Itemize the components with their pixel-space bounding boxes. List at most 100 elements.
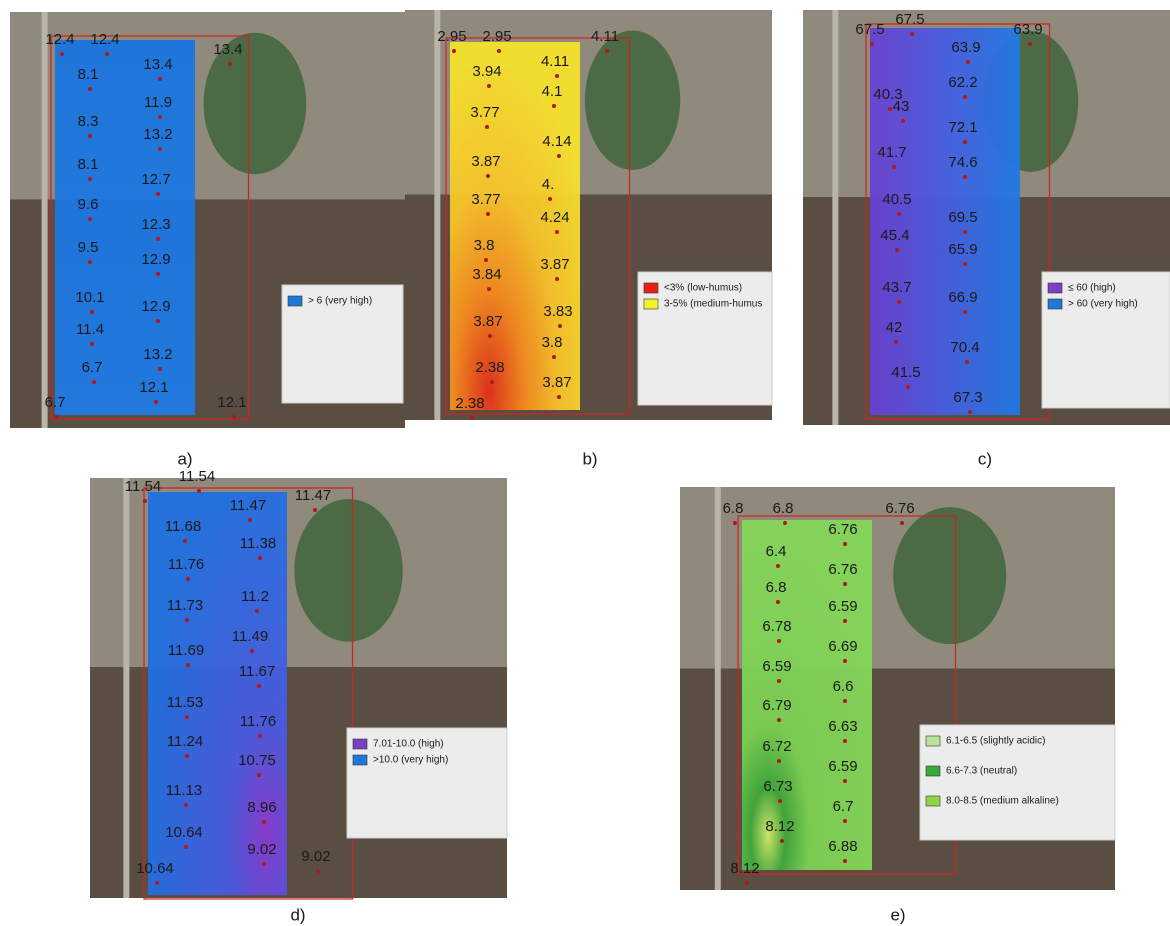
point-label: 13.4: [213, 41, 242, 58]
point-label: 8.1: [78, 66, 99, 83]
point-label: 6.8: [766, 579, 787, 596]
point-label: 11.47: [295, 487, 331, 504]
point-label: 62.2: [948, 74, 977, 91]
point-label: 4.11: [591, 28, 619, 45]
point-label: 4.24: [540, 209, 569, 226]
point-label: 10.64: [165, 824, 203, 841]
point-label: 6.73: [763, 778, 792, 795]
point-label: 42: [886, 319, 903, 336]
sample-point: [490, 380, 494, 384]
point-label: 11.76: [240, 713, 276, 730]
legend-label: 8.0-8.5 (medium alkaline): [946, 796, 1059, 807]
sample-point: [888, 107, 892, 111]
tree-cluster: [893, 507, 1006, 644]
sample-point: [248, 518, 252, 522]
point-label: 43.7: [882, 279, 911, 296]
point-label: 3.87: [471, 153, 500, 170]
legend-label: <3% (low-humus): [664, 283, 742, 294]
point-label: 11.38: [240, 535, 276, 552]
sample-point: [963, 140, 967, 144]
sample-point: [258, 556, 262, 560]
point-label: 8.1: [78, 156, 99, 173]
legend-swatch: [926, 796, 940, 806]
point-label: 10.75: [238, 752, 276, 769]
point-label: 2.38: [455, 395, 484, 412]
legend-swatch: [1048, 299, 1062, 309]
tree-cluster: [294, 499, 402, 642]
sample-point: [843, 699, 847, 703]
point-label: 6.7: [833, 798, 854, 815]
sample-point: [843, 582, 847, 586]
legend-label: 7.01-10.0 (high): [373, 739, 444, 750]
sample-point: [843, 739, 847, 743]
point-label: 11.2: [241, 588, 269, 605]
tree-cluster: [585, 31, 680, 170]
sample-point: [105, 52, 109, 56]
sample-point: [88, 260, 92, 264]
point-label: 11.54: [125, 478, 161, 495]
sample-point: [228, 62, 232, 66]
point-label: 6.59: [828, 758, 857, 775]
sample-point: [776, 600, 780, 604]
legend-swatch: [353, 755, 367, 765]
sample-point: [185, 754, 189, 758]
sample-point: [487, 84, 491, 88]
sample-point: [558, 324, 562, 328]
point-label: 6.7: [82, 359, 103, 376]
sample-point: [555, 230, 559, 234]
point-label: 6.63: [828, 718, 857, 735]
sample-point: [870, 42, 874, 46]
sample-point: [963, 230, 967, 234]
point-label: 2.95: [482, 28, 511, 45]
sample-point: [910, 32, 914, 36]
sample-point: [255, 609, 259, 613]
sample-point: [313, 508, 317, 512]
point-label: 12.4: [45, 31, 74, 48]
sample-point: [88, 177, 92, 181]
point-label: 2.95: [437, 28, 466, 45]
point-label: 11.49: [232, 628, 268, 645]
sample-point: [257, 684, 261, 688]
point-label: 3.94: [472, 63, 501, 80]
point-label: 11.67: [239, 663, 275, 680]
sample-point: [60, 52, 64, 56]
sample-point: [906, 385, 910, 389]
point-label: 8.96: [247, 799, 276, 816]
sample-point: [470, 416, 474, 420]
legend-label: ≤ 60 (high): [1068, 283, 1116, 294]
sample-point: [262, 820, 266, 824]
point-label: 40.5: [882, 191, 911, 208]
point-label: 3.87: [473, 313, 502, 330]
point-label: 11.13: [166, 782, 202, 799]
point-label: 12.9: [141, 298, 170, 315]
sample-point: [316, 869, 320, 873]
sample-point: [968, 410, 972, 414]
sample-point: [843, 619, 847, 623]
legend-swatch: [926, 766, 940, 776]
sample-point: [557, 154, 561, 158]
sample-point: [745, 881, 749, 885]
sample-point: [154, 400, 158, 404]
point-label: 6.69: [828, 638, 857, 655]
sample-point: [900, 521, 904, 525]
point-label: 11.9: [144, 94, 172, 111]
point-label: 3.8: [542, 334, 563, 351]
point-label: 13.4: [143, 56, 172, 73]
point-label: 3.83: [543, 303, 572, 320]
sample-point: [186, 663, 190, 667]
point-label: 67.5: [855, 21, 884, 38]
point-label: 11.4: [76, 321, 104, 338]
sample-point: [486, 212, 490, 216]
legend-label: 6.6-7.3 (neutral): [946, 766, 1017, 777]
sample-point: [552, 104, 556, 108]
sample-point: [555, 277, 559, 281]
map-panel: 2.952.954.113.944.114.13.774.143.874.3.7…: [405, 10, 772, 420]
point-label: 9.6: [78, 196, 99, 213]
sample-point: [552, 355, 556, 359]
sample-point: [897, 212, 901, 216]
panel-caption: e): [890, 905, 905, 924]
point-label: 8.12: [730, 860, 759, 877]
road: [42, 12, 48, 428]
point-label: 3.84: [472, 266, 501, 283]
